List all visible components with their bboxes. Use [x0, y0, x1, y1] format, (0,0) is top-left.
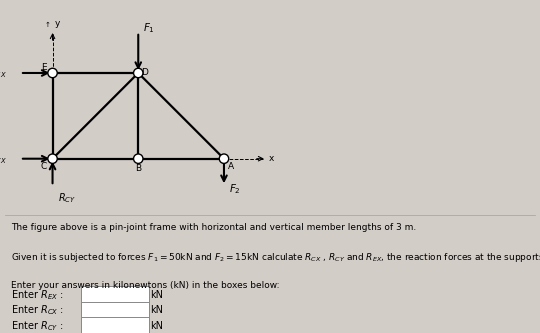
Text: $R_{CY}$: $R_{CY}$ [58, 191, 76, 205]
Text: kN: kN [150, 290, 163, 300]
Text: B: B [135, 164, 141, 172]
Circle shape [48, 68, 57, 78]
Text: $F_2$: $F_2$ [229, 183, 241, 196]
Text: Enter $R_{CY}$ :: Enter $R_{CY}$ : [11, 319, 63, 333]
Text: Enter $R_{CX}$ :: Enter $R_{CX}$ : [11, 303, 64, 317]
Text: A: A [228, 162, 234, 171]
Text: $R_{EX}$: $R_{EX}$ [0, 66, 7, 80]
Text: Enter your answers in kilonewtons (kN) in the boxes below:: Enter your answers in kilonewtons (kN) i… [11, 281, 279, 290]
Circle shape [219, 154, 228, 164]
Text: The figure above is a pin-joint frame with horizontal and vertical member length: The figure above is a pin-joint frame wi… [11, 223, 416, 232]
Text: $F_1$: $F_1$ [144, 22, 156, 35]
Text: $R_{CX}$: $R_{CX}$ [0, 152, 7, 166]
Text: x: x [268, 154, 274, 163]
Text: C: C [41, 162, 47, 171]
Circle shape [133, 154, 143, 164]
Text: Given it is subjected to forces $F_1 = 50$kN and $F_2 = 15$kN calculate $R_{CX}$: Given it is subjected to forces $F_1 = 5… [11, 251, 540, 264]
Text: E: E [41, 63, 47, 72]
Text: D: D [141, 68, 148, 77]
Circle shape [48, 154, 57, 164]
Text: y: y [55, 19, 60, 28]
Circle shape [133, 68, 143, 78]
Text: kN: kN [150, 321, 163, 331]
Text: kN: kN [150, 305, 163, 315]
Text: ↑: ↑ [45, 22, 51, 28]
Text: Enter $R_{EX}$ :: Enter $R_{EX}$ : [11, 288, 63, 302]
